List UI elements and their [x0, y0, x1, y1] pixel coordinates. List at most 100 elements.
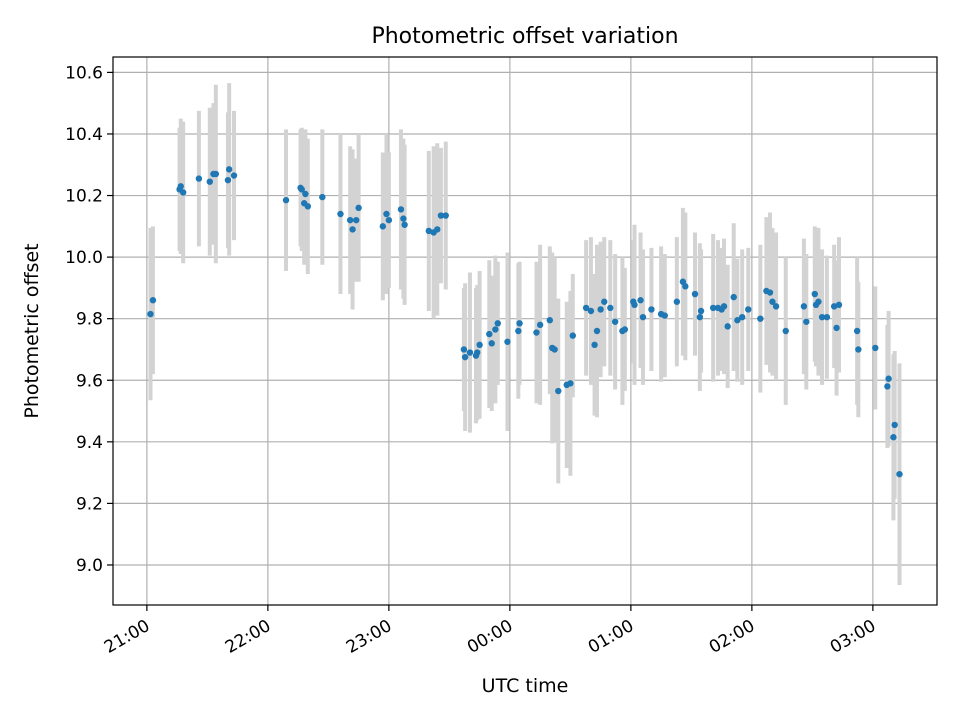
data-point	[637, 297, 644, 304]
data-point	[631, 301, 638, 309]
x-axis-label: UTC time	[482, 675, 569, 697]
data-point	[611, 318, 619, 325]
data-point	[800, 303, 808, 310]
y-axis-label: Photometric offset	[21, 243, 43, 418]
data-point	[815, 298, 822, 305]
data-point	[504, 338, 511, 345]
data-point	[385, 216, 393, 224]
data-point	[379, 223, 387, 230]
data-point	[515, 327, 522, 335]
data-point	[833, 324, 840, 332]
data-point	[853, 327, 861, 335]
data-point	[757, 315, 764, 322]
data-point	[607, 304, 614, 312]
data-point	[884, 383, 891, 390]
data-point	[818, 313, 826, 321]
data-point	[224, 176, 232, 184]
data-point	[782, 327, 789, 335]
data-point	[582, 304, 590, 312]
data-points	[147, 166, 903, 478]
data-point	[835, 301, 843, 309]
data-point	[230, 172, 238, 179]
grid	[113, 57, 937, 605]
data-point	[302, 190, 309, 198]
data-point	[337, 210, 344, 218]
data-point	[461, 353, 469, 361]
data-point	[434, 226, 441, 233]
data-point	[298, 186, 305, 193]
data-point	[195, 175, 203, 182]
data-point	[696, 313, 704, 321]
data-point	[661, 312, 668, 319]
y-tick-label: 10.6	[65, 63, 103, 83]
data-point	[697, 307, 705, 315]
data-point	[639, 313, 647, 321]
data-point	[516, 320, 523, 327]
data-point	[890, 434, 897, 441]
data-point	[587, 307, 595, 315]
data-point	[149, 297, 157, 304]
data-point	[282, 196, 290, 204]
data-point	[206, 178, 213, 185]
data-point	[593, 327, 601, 335]
data-point	[466, 349, 474, 356]
plot-area	[113, 57, 937, 605]
data-point	[830, 303, 838, 310]
data-point	[769, 298, 776, 305]
y-tick-label: 9.4	[76, 433, 103, 453]
data-point	[555, 387, 562, 395]
data-point	[437, 212, 445, 219]
chart-title: Photometric offset variation	[371, 24, 678, 49]
data-point	[891, 421, 898, 429]
y-tick-label: 9.6	[76, 371, 103, 391]
data-point	[738, 313, 746, 321]
data-point	[383, 210, 390, 218]
data-point	[147, 310, 154, 318]
data-point	[811, 290, 818, 298]
data-point	[476, 341, 483, 349]
y-axis: 9.0 9.2 9.4 9.6 9.8 10.0 10.2 10.4 10.6	[65, 63, 113, 576]
data-point	[425, 227, 433, 235]
data-point	[349, 226, 356, 233]
data-point	[225, 166, 233, 173]
y-tick-label: 9.8	[76, 310, 103, 330]
y-tick-label: 10.4	[65, 125, 103, 145]
data-point	[885, 375, 892, 382]
data-point	[494, 320, 501, 327]
data-point	[591, 341, 598, 349]
data-point	[400, 215, 407, 222]
data-point	[177, 183, 184, 190]
data-point	[766, 289, 774, 296]
data-point	[709, 304, 717, 312]
y-tick-label: 9.2	[76, 494, 103, 514]
data-point	[872, 344, 879, 352]
data-point	[353, 216, 360, 224]
y-tick-label: 10.2	[65, 187, 103, 207]
data-point	[397, 206, 405, 213]
data-point	[569, 332, 576, 339]
data-point	[536, 321, 544, 329]
data-point	[803, 318, 810, 325]
data-point	[492, 326, 499, 333]
data-point	[720, 303, 728, 310]
data-point	[682, 283, 689, 290]
data-point	[551, 346, 558, 353]
data-point	[474, 349, 481, 356]
data-point	[346, 216, 354, 224]
data-point	[533, 329, 540, 336]
data-point	[319, 193, 326, 201]
data-point	[486, 330, 493, 338]
data-point	[772, 303, 780, 310]
data-point	[567, 380, 574, 387]
data-point	[896, 470, 903, 478]
data-point	[730, 293, 737, 301]
data-point	[855, 346, 862, 353]
data-point	[648, 306, 655, 313]
plot-frame	[112, 56, 938, 606]
data-point	[460, 346, 468, 353]
data-point	[355, 204, 362, 212]
data-point	[601, 298, 608, 305]
y-tick-label: 9.0	[76, 556, 103, 576]
data-point	[488, 340, 495, 347]
